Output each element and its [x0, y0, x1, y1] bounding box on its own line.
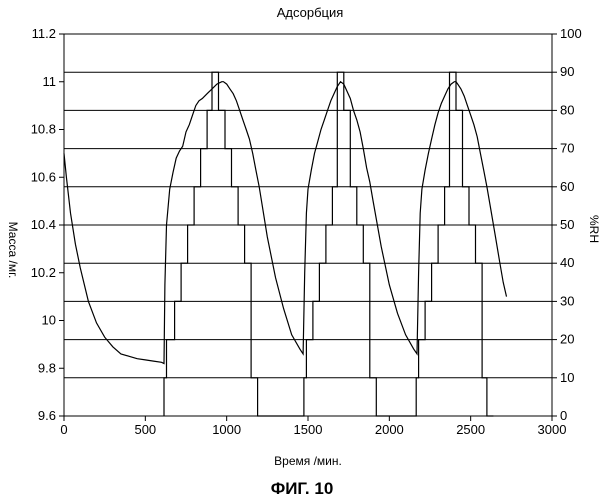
y2-tick-label: 10 [560, 370, 574, 385]
y-tick-label: 10.8 [31, 122, 56, 137]
y2-tick-label: 20 [560, 332, 574, 347]
x-axis: 0 500 1000 1500 2000 2500 3000 [60, 416, 566, 437]
y2-tick-label: 0 [560, 408, 567, 423]
y2-tick-label: 50 [560, 217, 574, 232]
mass-series-line [63, 80, 508, 365]
y-tick-label: 10 [42, 313, 56, 328]
y-axis-left: 9.6 9.8 10 10.2 10.4 10.6 10.8 11 11.2 [31, 26, 64, 423]
y-axis-right: 0 10 20 30 40 50 60 70 80 90 100 [552, 26, 582, 423]
y2-tick-label: 100 [560, 26, 582, 41]
y-tick-label: 11 [43, 74, 57, 89]
y-tick-label: 10.2 [31, 265, 56, 280]
y-tick-label: 10.6 [31, 169, 56, 184]
series-group [63, 71, 508, 417]
y-tick-label: 10.4 [31, 217, 56, 232]
y2-tick-label: 40 [560, 255, 574, 270]
x-tick-label: 0 [60, 422, 67, 437]
chart-title: Адсорбция [277, 5, 344, 20]
y2-tick-label: 60 [560, 179, 574, 194]
y2-axis-label: %RH [587, 215, 601, 243]
gridlines [64, 71, 552, 379]
x-axis-label: Время /мин. [274, 454, 342, 468]
x-tick-label: 1500 [294, 422, 323, 437]
y-tick-label: 9.6 [38, 408, 56, 423]
figure-caption: ФИГ. 10 [271, 479, 334, 498]
y2-tick-label: 30 [560, 293, 574, 308]
y2-tick-label: 90 [560, 64, 574, 79]
y2-tick-label: 80 [560, 102, 574, 117]
y-axis-label: Масса /мг. [6, 222, 20, 279]
x-tick-label: 2500 [456, 422, 485, 437]
x-tick-label: 500 [134, 422, 156, 437]
humidity-series-line [163, 71, 494, 417]
y2-tick-label: 70 [560, 141, 574, 156]
x-tick-label: 1000 [212, 422, 241, 437]
x-tick-label: 3000 [538, 422, 567, 437]
y-tick-label: 9.8 [38, 360, 56, 375]
y-tick-label: 11.2 [32, 26, 56, 41]
x-tick-label: 2000 [375, 422, 404, 437]
